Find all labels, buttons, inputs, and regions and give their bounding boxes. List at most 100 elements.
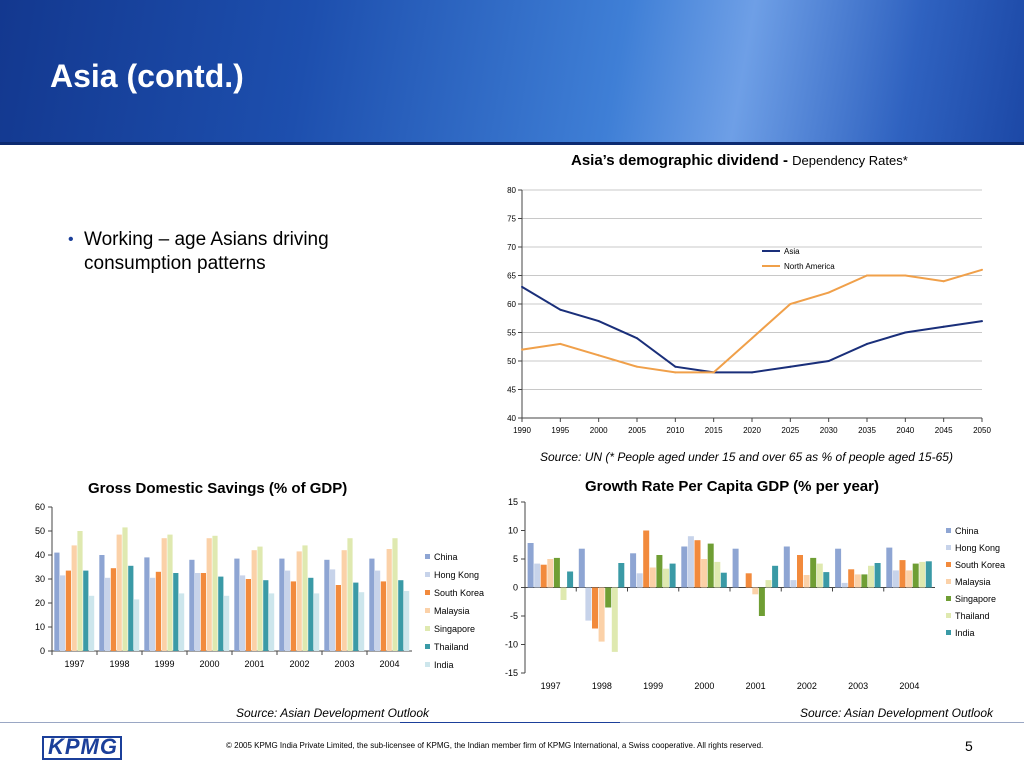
bar: [296, 551, 302, 651]
bar: [240, 575, 246, 651]
bar: [656, 555, 663, 588]
data-point: [866, 274, 868, 277]
bar: [663, 568, 669, 588]
x-tick-label: 2015: [705, 426, 723, 435]
x-tick-label: 2004: [379, 659, 399, 669]
y-tick-label: -15: [505, 668, 518, 678]
bar: [803, 575, 810, 588]
x-tick-label: 2010: [666, 426, 684, 435]
x-tick-label: 1998: [592, 681, 612, 691]
bar: [797, 555, 803, 588]
bar: [144, 557, 150, 651]
copyright-notice: © 2005 KPMG India Private Limited, the s…: [226, 741, 764, 750]
bar: [99, 555, 105, 651]
bar: [269, 593, 275, 651]
bar: [772, 565, 779, 588]
y-tick-label: 20: [35, 598, 45, 608]
data-point: [866, 342, 868, 345]
bar: [335, 585, 341, 651]
data-point: [981, 320, 983, 323]
bar: [630, 553, 637, 588]
legend-label: South Korea: [955, 560, 1005, 570]
x-tick-label: 1997: [64, 659, 84, 669]
bar: [899, 560, 906, 588]
data-point: [559, 342, 562, 345]
growth-source: Source: Asian Development Outlook: [800, 706, 993, 720]
x-tick-label: 2000: [199, 659, 219, 669]
bar: [71, 545, 77, 651]
legend-label: Hong Kong: [955, 543, 1000, 553]
legend-swatch: [425, 554, 430, 559]
x-tick-label: 2000: [694, 681, 714, 691]
bar: [841, 582, 848, 588]
bar: [105, 577, 111, 651]
y-tick-label: 50: [35, 526, 45, 536]
x-tick-label: 2003: [848, 681, 868, 691]
data-point: [789, 303, 792, 305]
bar: [701, 559, 708, 588]
bar: [110, 568, 116, 651]
y-tick-label: 5: [513, 554, 518, 564]
bar: [534, 563, 541, 588]
data-point: [827, 360, 830, 362]
bar: [122, 527, 128, 651]
bar: [835, 548, 842, 588]
legend-swatch: [946, 596, 951, 601]
bar: [116, 534, 122, 651]
bar: [810, 557, 817, 588]
y-tick-label: 80: [507, 186, 516, 195]
bar: [547, 559, 554, 588]
legend-swatch: [425, 572, 430, 577]
data-point: [904, 274, 907, 277]
y-tick-label: 10: [508, 526, 518, 536]
legend-swatch: [946, 562, 951, 567]
bar: [200, 573, 206, 651]
bar: [681, 546, 688, 588]
data-point: [674, 365, 677, 368]
growth-chart-title: Growth Rate Per Capita GDP (% per year): [585, 478, 879, 495]
y-tick-label: 15: [508, 497, 518, 507]
bar: [206, 538, 212, 651]
legend-label: Thailand: [434, 642, 469, 652]
bar: [892, 570, 899, 588]
dependency-title-main: Asia’s demographic dividend -: [571, 152, 793, 169]
bar: [758, 587, 765, 616]
x-tick-label: 2004: [899, 681, 919, 691]
bar: [874, 563, 881, 588]
data-point: [597, 354, 600, 357]
bar: [353, 582, 359, 651]
bar: [707, 543, 714, 588]
x-tick-label: 2035: [858, 426, 876, 435]
kpmg-logo: KPMG: [42, 734, 124, 762]
bar: [83, 570, 89, 651]
bar: [392, 538, 398, 651]
y-tick-label: 65: [507, 272, 516, 281]
legend-swatch: [946, 630, 951, 635]
legend-swatch: [425, 644, 430, 649]
bar: [585, 587, 592, 621]
bar: [263, 580, 269, 651]
bar: [161, 538, 167, 651]
bar: [618, 563, 625, 588]
bar: [732, 548, 739, 588]
bar: [347, 538, 353, 651]
bar: [560, 587, 567, 600]
x-tick-label: 2050: [973, 426, 991, 435]
bar: [816, 563, 823, 588]
y-tick-label: 10: [35, 622, 45, 632]
legend-label: Singapore: [955, 594, 996, 604]
bar: [636, 573, 643, 588]
logo-text: KPMG: [48, 734, 118, 759]
savings-chart-title: Gross Domestic Savings (% of GDP): [88, 480, 348, 497]
bar: [380, 581, 386, 651]
dependency-source: Source: UN (* People aged under 15 and o…: [540, 450, 953, 464]
data-point: [789, 365, 792, 368]
bar: [234, 558, 240, 651]
bar: [285, 570, 291, 651]
bar: [54, 552, 60, 651]
bullet-icon: •: [68, 231, 74, 248]
bar: [65, 570, 71, 651]
bar: [790, 580, 797, 588]
x-tick-label: 2005: [628, 426, 646, 435]
legend-swatch: [946, 613, 951, 618]
